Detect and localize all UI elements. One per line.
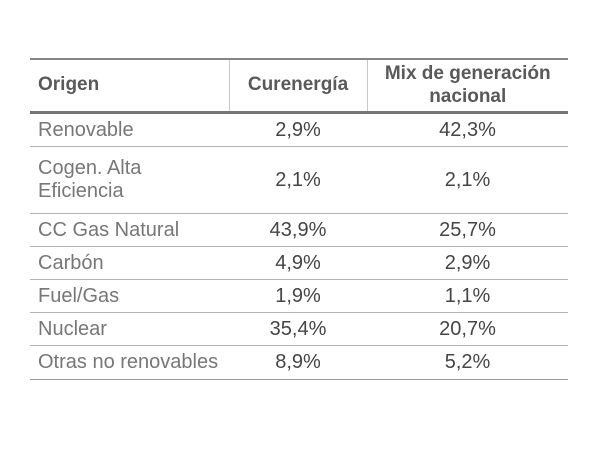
- cell-curenergia: 2,1%: [229, 146, 367, 214]
- cell-mix-nacional: 1,1%: [367, 279, 568, 313]
- column-header-curenergia: Curenergía: [228, 58, 367, 114]
- cell-curenergia: 8,9%: [229, 345, 367, 380]
- cell-origen: Carbón: [30, 246, 229, 280]
- table-body: Renovable 2,9% 42,3% Cogen. Alta Eficien…: [30, 112, 568, 380]
- cell-mix-nacional: 42,3%: [367, 112, 568, 147]
- table-row-fuel-gas: Fuel/Gas 1,9% 1,1%: [30, 279, 568, 313]
- cell-curenergia: 1,9%: [229, 279, 367, 313]
- cell-mix-nacional: 5,2%: [367, 345, 568, 380]
- column-header-origen: Origen: [30, 58, 229, 114]
- cell-curenergia: 35,4%: [229, 312, 367, 346]
- cell-origen: Otras no renovables: [30, 345, 229, 380]
- cell-mix-nacional: 2,1%: [367, 146, 568, 214]
- table-row-carbon: Carbón 4,9% 2,9%: [30, 246, 568, 280]
- cell-origen: Nuclear: [30, 312, 229, 346]
- cell-origen: Fuel/Gas: [30, 279, 229, 313]
- table-row-renovable: Renovable 2,9% 42,3%: [30, 112, 568, 147]
- cell-origen: Renovable: [30, 112, 229, 147]
- column-header-mix-nacional: Mix de generación nacional: [366, 58, 568, 114]
- table-row-cc-gas-natural: CC Gas Natural 43,9% 25,7%: [30, 213, 568, 247]
- cell-curenergia: 2,9%: [229, 112, 367, 147]
- cell-mix-nacional: 20,7%: [367, 312, 568, 346]
- cell-mix-nacional: 2,9%: [367, 246, 568, 280]
- table-row-otras-no-renovables: Otras no renovables 8,9% 5,2%: [30, 345, 568, 380]
- energy-origin-mix-table: Origen Curenergía Mix de generación naci…: [30, 58, 568, 380]
- header-row: Origen Curenergía Mix de generación naci…: [30, 58, 568, 114]
- table-header: Origen Curenergía Mix de generación naci…: [30, 58, 568, 114]
- cell-curenergia: 4,9%: [229, 246, 367, 280]
- cell-origen: Cogen. Alta Eficiencia: [30, 146, 229, 214]
- table-row-nuclear: Nuclear 35,4% 20,7%: [30, 312, 568, 346]
- cell-curenergia: 43,9%: [229, 213, 367, 247]
- table-row-cogen: Cogen. Alta Eficiencia 2,1% 2,1%: [30, 146, 568, 214]
- cell-mix-nacional: 25,7%: [367, 213, 568, 247]
- cell-origen: CC Gas Natural: [30, 213, 229, 247]
